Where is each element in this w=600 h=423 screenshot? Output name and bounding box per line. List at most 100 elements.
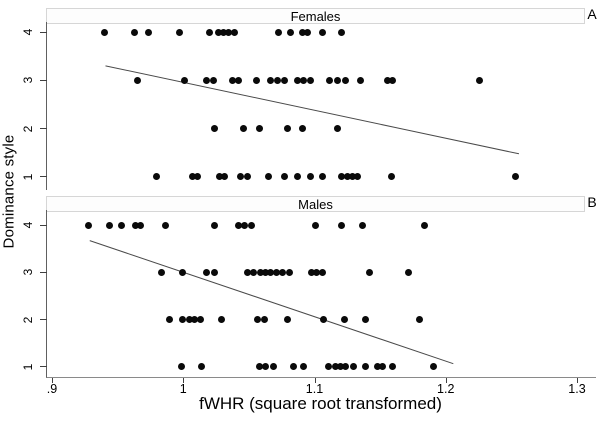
data-point (117, 221, 125, 229)
data-point (234, 76, 242, 84)
data-point (340, 316, 348, 324)
data-point (343, 173, 351, 181)
panel-females-plot: 4 3 2 1 (21, 22, 596, 190)
data-point (389, 363, 397, 371)
data-point (289, 363, 297, 371)
data-point (356, 76, 364, 84)
data-point (318, 28, 326, 36)
data-point (373, 363, 381, 371)
x-tick (314, 378, 316, 383)
data-point (162, 221, 170, 229)
data-point (209, 76, 217, 84)
y-tick-label: 3 (21, 76, 35, 84)
data-point (318, 268, 326, 276)
data-point (247, 221, 255, 229)
data-point (270, 363, 277, 371)
data-point (350, 363, 358, 371)
data-point (252, 76, 260, 84)
data-point (178, 363, 186, 371)
data-point (191, 316, 199, 324)
y-tick (40, 31, 47, 33)
data-point (230, 28, 238, 36)
data-point (319, 316, 327, 324)
y-tick (40, 271, 47, 273)
y-tick (40, 366, 47, 368)
y-tick (40, 319, 47, 321)
data-point (272, 268, 280, 276)
data-point (264, 173, 272, 181)
data-point (334, 76, 342, 84)
x-tick (52, 378, 53, 383)
y-tick (40, 79, 47, 81)
data-point (273, 76, 281, 84)
y-tick-label: 1 (21, 363, 35, 371)
y-tick (40, 176, 47, 178)
x-axis-title: fWHR (square root transformed) (199, 394, 442, 413)
data-point (300, 76, 308, 84)
panel-males-header: Males (46, 196, 585, 212)
y-tick-label: 2 (21, 125, 35, 132)
data-point (420, 221, 428, 229)
y-tick (40, 128, 47, 130)
data-point (225, 28, 233, 36)
data-point (308, 268, 316, 276)
x-tick-label: 1.3 (568, 382, 586, 396)
data-point (348, 173, 356, 181)
y-axis-title: Dominance style (0, 134, 18, 249)
data-point (342, 363, 350, 371)
data-point (275, 28, 283, 36)
data-point (287, 28, 295, 36)
y-tick-label: 4 (21, 28, 35, 36)
data-point (267, 268, 275, 276)
data-point (100, 28, 108, 36)
data-point (430, 363, 438, 371)
data-point (476, 76, 484, 84)
data-point (197, 363, 205, 371)
panel-b-letter: B (587, 194, 597, 210)
data-point (293, 76, 301, 84)
data-point (267, 76, 275, 84)
data-point (186, 316, 193, 324)
data-point (216, 173, 224, 181)
data-point (133, 76, 141, 84)
data-point (243, 268, 251, 276)
data-point (405, 268, 413, 276)
data-point (284, 125, 292, 133)
x-tick-label: 1.1 (305, 382, 324, 396)
data-point (378, 363, 386, 371)
data-point (262, 363, 270, 371)
panel-males-title: Males (298, 196, 333, 212)
data-point (229, 76, 237, 84)
data-point (255, 363, 263, 371)
data-point (300, 363, 308, 371)
data-point (280, 173, 288, 181)
data-point (389, 76, 397, 84)
data-point (239, 125, 247, 133)
data-point (312, 221, 319, 229)
data-point (298, 125, 306, 133)
data-point (326, 76, 334, 84)
data-point (256, 268, 264, 276)
data-point (221, 173, 229, 181)
data-point (338, 173, 346, 181)
data-point (284, 316, 292, 324)
x-tick (445, 378, 447, 383)
trend-line (89, 240, 454, 365)
data-point (306, 173, 314, 181)
data-point (331, 363, 339, 371)
x-tick-label: .9 (46, 382, 58, 396)
data-point (338, 28, 346, 36)
panel-a-letter: A (587, 6, 597, 22)
data-point (137, 221, 145, 229)
data-point (306, 76, 314, 84)
trend-line (105, 65, 520, 155)
data-point (188, 173, 196, 181)
x-tick (183, 378, 185, 383)
data-point (262, 268, 270, 276)
data-point (280, 76, 288, 84)
panel-males-plot: 4 3 2 1 (21, 210, 596, 378)
data-point (196, 316, 204, 324)
data-point (318, 173, 326, 181)
data-point (210, 221, 218, 229)
